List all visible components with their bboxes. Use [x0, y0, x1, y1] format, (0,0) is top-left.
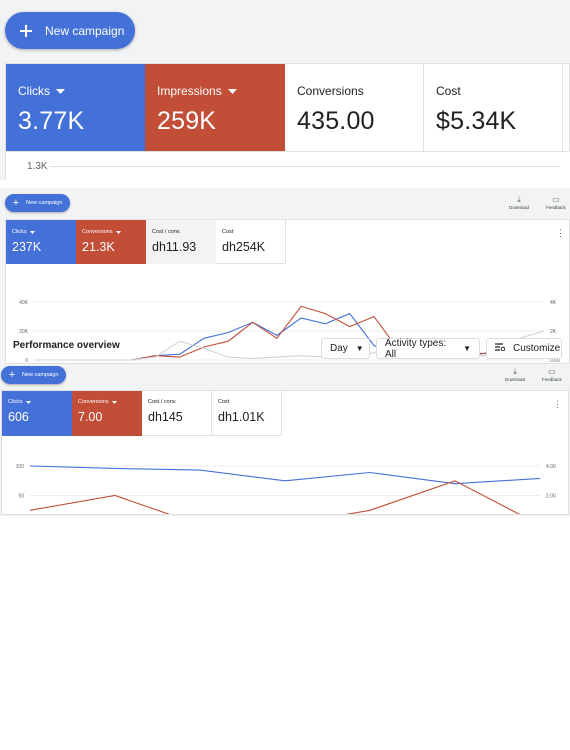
left-axis-tick-label: 20K [19, 329, 29, 335]
metric-title: Impressions [157, 84, 222, 98]
performance-card: Clicks 237K Conversions 21.3K Cost / con… [5, 219, 570, 365]
metric-value: $5.34K [436, 107, 517, 135]
plus-icon: + [8, 369, 16, 381]
gridline [50, 166, 560, 167]
metric-tile-clicks[interactable]: Clicks 237K [6, 220, 76, 264]
feedback-button[interactable]: ▭ Feedback [546, 195, 566, 210]
metric-tile-clicks[interactable]: Clicks 606 [2, 391, 72, 436]
metric-value: dh11.93 [152, 240, 197, 254]
metric-title: Conversions [82, 229, 113, 235]
dropdown-arrow-icon: ▼ [463, 344, 471, 353]
metric-tile-cost-per-conversion[interactable]: Cost / conv. dh145 [142, 391, 212, 436]
download-icon: ⤓ [513, 367, 517, 376]
new-campaign-button[interactable]: New campaign [5, 12, 135, 49]
metric-value: 7.00 [78, 410, 103, 424]
series-line-blue [29, 465, 541, 485]
activity-types-label: Activity types: All [385, 337, 447, 360]
dropdown-arrow-icon [227, 88, 237, 94]
metric-value: dh254K [222, 240, 266, 254]
new-campaign-button[interactable]: + New campaign [5, 194, 70, 212]
customize-icon [495, 343, 506, 354]
metric-title: Cost / conv. [152, 229, 181, 235]
metric-value: dh1.01K [218, 410, 265, 424]
metric-tiles: Clicks 237K Conversions 21.3K Cost / con… [6, 220, 286, 264]
customize-label: Customize [513, 343, 561, 354]
left-axis-tick-label: 100 [16, 464, 25, 470]
feedback-label: Feedback [542, 377, 562, 382]
download-label: Download [505, 377, 526, 382]
y-tick-label: 1.3K [27, 161, 48, 172]
performance-overview-title: Performance overview [13, 340, 120, 351]
metric-tile-cost[interactable]: Cost $5.34K [424, 64, 563, 151]
metric-tile-impressions[interactable]: Impressions 259K [145, 64, 285, 151]
metric-tile-conversions[interactable]: Conversions 7.00 [72, 391, 142, 436]
plus-icon [11, 24, 41, 38]
day-dropdown-label: Day [330, 343, 348, 354]
new-campaign-label: New campaign [45, 23, 125, 38]
feedback-button[interactable]: ▭ Feedback [542, 367, 562, 382]
metric-tiles: Clicks 3.77K Impressions 259K Conversion… [5, 63, 570, 152]
metric-value: 3.77K [18, 107, 85, 135]
customize-button[interactable]: Customize [486, 338, 562, 359]
left-axis-tick-label: 50 [18, 494, 24, 500]
metric-value: 435.00 [297, 107, 375, 135]
feedback-label: Feedback [546, 205, 566, 210]
more-options-icon[interactable]: ⋮ [556, 228, 565, 238]
right-axis-tick-label: 4.00 [546, 464, 556, 470]
metric-value: dh145 [148, 410, 183, 424]
day-dropdown[interactable]: Day ▼ [321, 338, 370, 359]
metric-title: Cost [222, 229, 234, 235]
metric-tile-cost-per-conversion[interactable]: Cost / conv. dh11.93 [146, 220, 216, 264]
right-axis-tick-label: 2K [550, 329, 557, 335]
left-axis-tick-label: 0 [25, 358, 28, 364]
download-label: Download [509, 205, 530, 210]
panel-medium-overview: + New campaign ⤓ Download ▭ Feedback Cli… [0, 188, 570, 365]
metric-title: Clicks [12, 229, 27, 235]
plus-icon: + [12, 197, 20, 209]
metric-title: Clicks [8, 399, 23, 405]
metric-value: 606 [8, 410, 29, 424]
more-options-icon[interactable]: ⋮ [553, 399, 562, 409]
right-axis-tick-label: 2.00 [546, 494, 556, 500]
metric-title: Conversions [78, 399, 109, 405]
metric-value: 237K [12, 240, 42, 254]
dropdown-arrow-icon [111, 400, 117, 404]
metric-tile-conversions[interactable]: Conversions 435.00 [285, 64, 424, 151]
right-axis-tick-label: 4K [550, 300, 557, 306]
chart-area-top: 1.3K [5, 152, 570, 180]
series-line-red [29, 480, 521, 514]
panel-large-overview: New campaign Clicks 3.77K Impressions 25… [0, 0, 570, 180]
metric-tile-clicks[interactable]: Clicks 3.77K [6, 64, 145, 151]
metric-title: Clicks [18, 84, 50, 98]
metric-title: Cost [218, 399, 230, 405]
dropdown-arrow-icon [29, 230, 35, 234]
dropdown-arrow-icon [56, 88, 65, 94]
panel-small-overview: + New campaign ⤓ Download ▭ Feedback Cli… [0, 364, 570, 516]
feedback-icon: ▭ [548, 367, 556, 376]
metric-value: 21.3K [82, 240, 115, 254]
metric-tiles: Clicks 606 Conversions 7.00 Cost / conv.… [2, 391, 282, 436]
download-button[interactable]: ⤓ Download [509, 195, 529, 210]
metric-tile-cost[interactable]: Cost dh1.01K [212, 391, 282, 436]
new-campaign-label: New campaign [22, 372, 59, 378]
feedback-icon: ▭ [552, 195, 560, 204]
activity-types-dropdown[interactable]: Activity types: All ▼ [376, 337, 480, 360]
metric-title: Conversions [297, 84, 364, 98]
metric-tile-conversions[interactable]: Conversions 21.3K [76, 220, 146, 264]
metric-value: 259K [157, 107, 217, 135]
download-icon: ⤓ [517, 195, 521, 204]
new-campaign-label: New campaign [26, 200, 63, 206]
performance-card: Clicks 606 Conversions 7.00 Cost / conv.… [1, 390, 569, 515]
left-axis-tick-label: 40K [19, 300, 29, 306]
dropdown-arrow-icon [25, 400, 31, 404]
new-campaign-button[interactable]: + New campaign [1, 366, 66, 384]
right-axis-tick-label: 0.00 [550, 358, 560, 364]
metric-title: Cost [436, 84, 461, 98]
dropdown-arrow-icon: ▼ [355, 344, 364, 353]
download-button[interactable]: ⤓ Download [505, 367, 525, 382]
metric-tile-cost[interactable]: Cost dh254K [216, 220, 286, 264]
dropdown-arrow-icon [115, 230, 121, 234]
metric-title: Cost / conv. [148, 399, 177, 405]
